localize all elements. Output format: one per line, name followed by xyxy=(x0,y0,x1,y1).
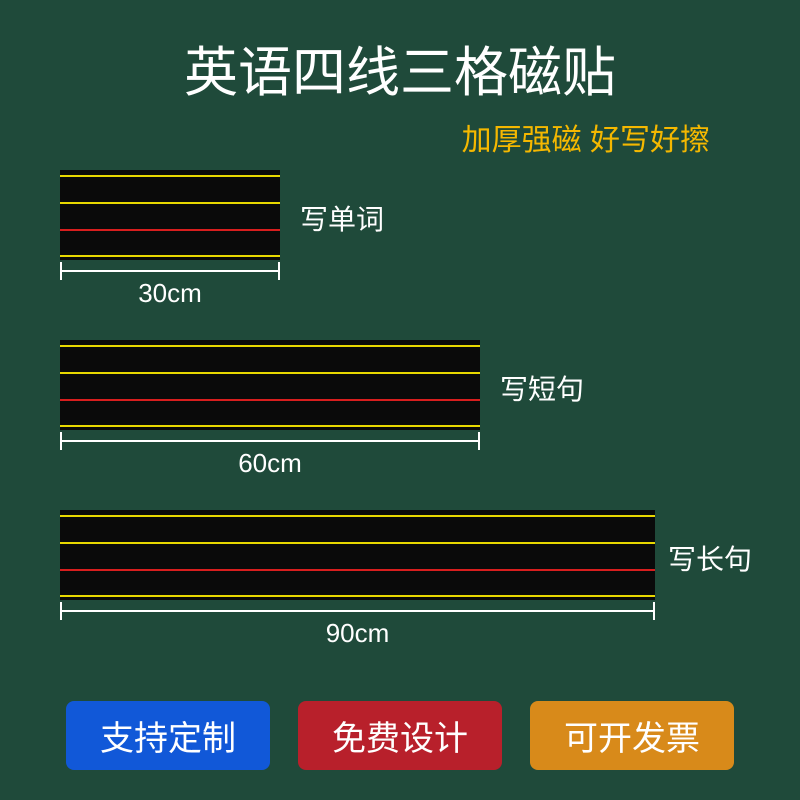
guide-line xyxy=(60,175,280,177)
guide-line xyxy=(60,372,480,374)
guide-line xyxy=(60,542,655,544)
badge-customize: 支持定制 xyxy=(66,701,270,770)
guide-line xyxy=(60,202,280,204)
strip-section-90cm: 90cm xyxy=(60,510,655,600)
badge-row: 支持定制 免费设计 可开发票 xyxy=(0,701,800,770)
strip-label-short: 写短句 xyxy=(500,368,584,408)
dimension-label: 30cm xyxy=(60,278,280,309)
guide-line xyxy=(60,399,480,401)
guide-line xyxy=(60,569,655,571)
dimension-bar xyxy=(60,270,280,272)
subtitle: 加厚强磁 好写好擦 xyxy=(0,107,800,159)
strip-label-long: 写长句 xyxy=(668,538,752,578)
guide-line xyxy=(60,345,480,347)
guide-line xyxy=(60,515,655,517)
badge-invoice: 可开发票 xyxy=(530,701,734,770)
strip-label-word: 写单词 xyxy=(300,198,384,238)
dimension-bar xyxy=(60,610,655,612)
writing-strip xyxy=(60,510,655,600)
guide-line xyxy=(60,595,655,597)
dimension-label: 90cm xyxy=(60,618,655,649)
badge-free-design: 免费设计 xyxy=(298,701,502,770)
guide-line xyxy=(60,229,280,231)
dimension-bar xyxy=(60,440,480,442)
writing-strip xyxy=(60,340,480,430)
guide-line xyxy=(60,255,280,257)
strip-section-30cm: 30cm xyxy=(60,170,280,260)
main-title: 英语四线三格磁贴 xyxy=(0,0,800,107)
strip-section-60cm: 60cm xyxy=(60,340,480,430)
dimension-label: 60cm xyxy=(60,448,480,479)
guide-line xyxy=(60,425,480,427)
writing-strip xyxy=(60,170,280,260)
